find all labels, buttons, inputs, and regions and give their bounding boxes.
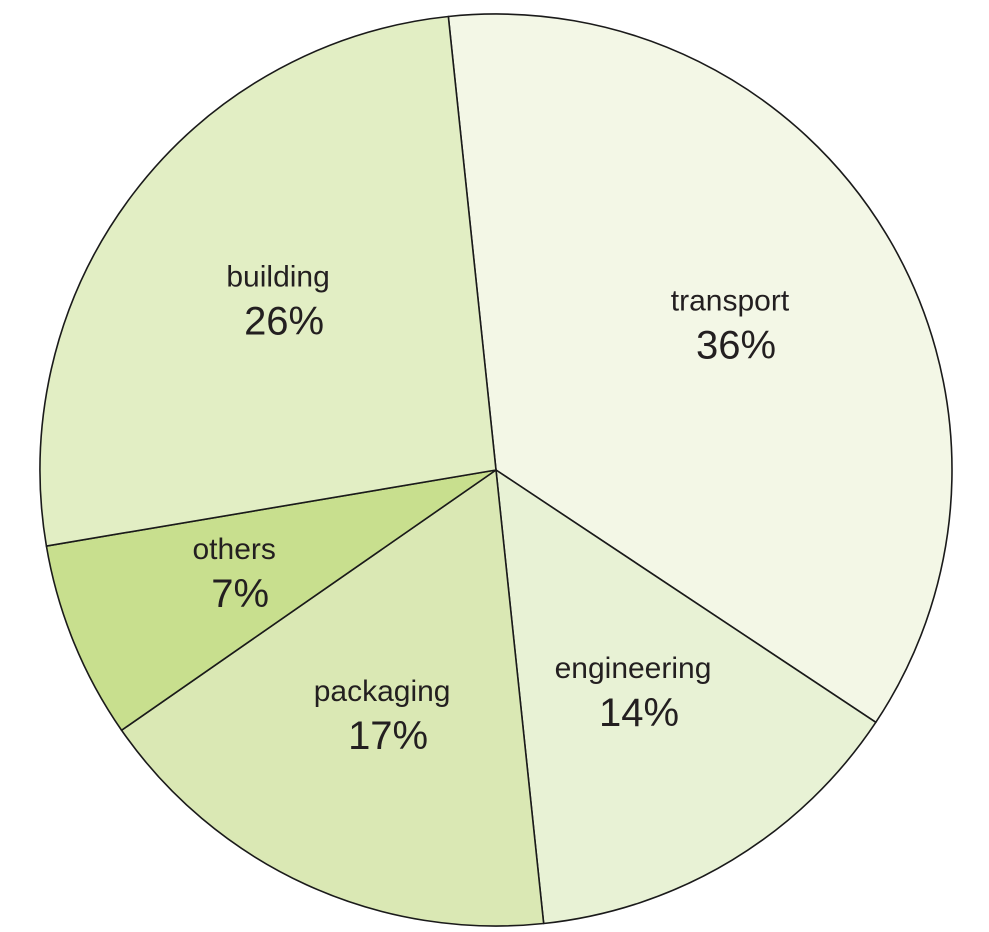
slice-value-packaging: 17% — [348, 714, 428, 758]
slice-label-engineering: engineering — [555, 652, 712, 685]
slice-value-building: 26% — [244, 300, 324, 344]
slice-label-transport: transport — [671, 284, 790, 317]
pie-slice-others — [45, 469, 497, 732]
slice-label-others: others — [193, 533, 276, 566]
slice-label-building: building — [226, 261, 329, 294]
pie-slice-engineering — [495, 469, 877, 925]
slice-label-packaging: packaging — [314, 675, 451, 708]
pie-labels: transport 36% engineering 14% packaging 17% ot… — [193, 261, 790, 758]
pie-slice-transport — [447, 13, 953, 724]
slice-value-engineering: 14% — [599, 691, 679, 735]
pie-slice-building — [39, 15, 497, 547]
slice-value-transport: 36% — [696, 323, 776, 367]
slice-value-others: 7% — [211, 572, 269, 616]
pie-slices — [39, 13, 953, 927]
pie-slice-packaging — [120, 469, 545, 927]
